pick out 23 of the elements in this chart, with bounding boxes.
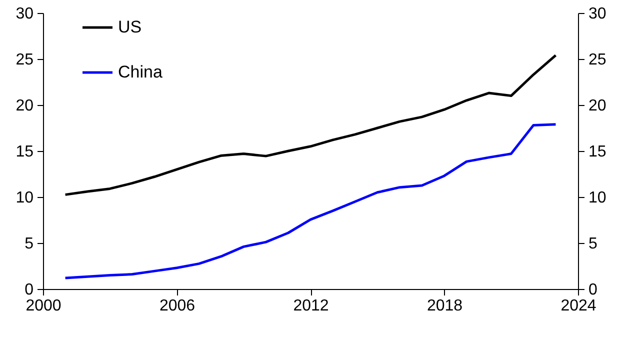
x-tick-label: 2018 (426, 298, 463, 314)
y-tick-label: 25 (16, 52, 34, 68)
x-tick-label: 2024 (560, 298, 596, 314)
y-tick-label: 0 (24, 282, 34, 298)
y-tick-label: 20 (16, 98, 34, 114)
legend-label: China (118, 62, 163, 82)
line-series (64, 123, 557, 280)
y-tick-label: 10 (16, 190, 34, 206)
y-tick-label: 30 (16, 6, 34, 22)
y2-tick-label: 25 (588, 52, 606, 68)
x-tick-label: 2006 (159, 298, 196, 314)
y-tick-label: 15 (16, 144, 34, 160)
y2-tick-label: 20 (588, 98, 606, 114)
x-tick-label: 2000 (26, 298, 62, 314)
y2-tick-label: 30 (588, 6, 606, 22)
y-tick-label: 5 (24, 236, 34, 252)
legend-label: US (118, 18, 142, 36)
y2-tick-label: 5 (588, 236, 598, 252)
y2-tick-label: 0 (588, 282, 598, 298)
y2-tick-label: 15 (588, 144, 606, 160)
line-series (64, 54, 557, 196)
x-tick-label: 2012 (293, 298, 329, 314)
y2-tick-label: 10 (588, 190, 606, 206)
